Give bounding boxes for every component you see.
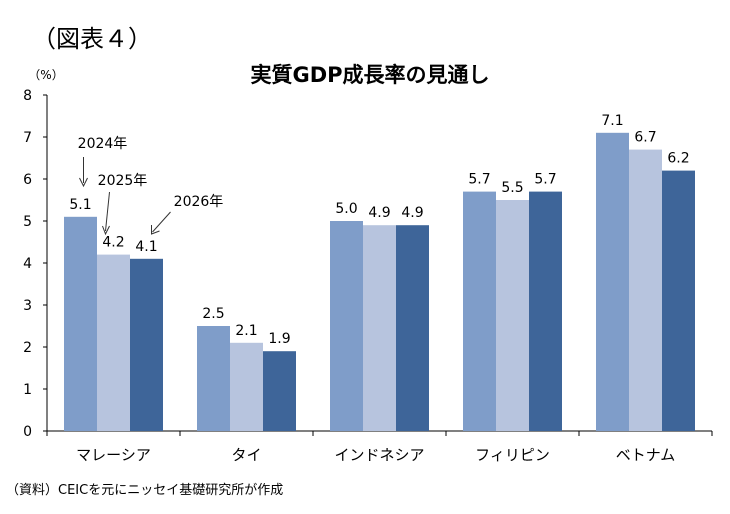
y-tick-label: 0	[23, 424, 32, 440]
bar-value-label: 7.1	[601, 113, 623, 129]
x-tick-label: ベトナム	[616, 446, 676, 464]
legend-arrowhead-series-3	[151, 225, 160, 235]
bar-value-label: 6.7	[634, 130, 656, 146]
bar-value-label: 5.1	[69, 197, 91, 213]
y-tick-label: 5	[23, 214, 32, 230]
y-tick-label: 1	[23, 382, 32, 398]
legend-label-series-3: 2026年	[174, 194, 224, 210]
bar	[629, 149, 662, 431]
x-tick-label: インドネシア	[334, 446, 424, 464]
y-axis-unit: （%）	[28, 68, 63, 82]
bar	[263, 351, 296, 431]
bar-value-label: 5.7	[468, 172, 490, 188]
bar-value-label: 4.9	[401, 205, 423, 221]
bar	[662, 170, 695, 431]
y-tick-label: 4	[23, 256, 32, 272]
bar-value-label: 4.9	[368, 205, 390, 221]
y-tick-label: 6	[23, 172, 32, 188]
bar	[230, 342, 263, 431]
bar	[64, 216, 97, 431]
x-tick-label: タイ	[231, 446, 261, 464]
bar-value-label: 1.9	[268, 331, 290, 347]
bar	[529, 191, 562, 431]
bar	[596, 132, 629, 432]
y-tick-label: 3	[23, 298, 32, 314]
y-tick-label: 7	[23, 130, 32, 146]
bar-value-label: 2.5	[202, 306, 224, 322]
x-axis-labels: マレーシア タイ インドネシア フィリピン ベトナム	[76, 446, 675, 464]
bar	[496, 200, 529, 431]
bar	[97, 254, 130, 431]
legend-label-series-2: 2025年	[98, 173, 148, 189]
figure-label: （図表４）	[32, 25, 152, 53]
bar-value-label: 2.1	[235, 323, 257, 339]
bar	[463, 191, 496, 431]
legend-arrowhead-series-1	[79, 177, 88, 188]
bar-value-label: 4.2	[102, 235, 124, 251]
bar-value-label: 4.1	[135, 239, 157, 255]
bar	[130, 258, 163, 431]
bar-value-label: 5.0	[335, 201, 357, 217]
bar	[197, 326, 230, 431]
bar	[396, 225, 429, 431]
legend-annotations: 2024年 2025年 2026年	[78, 136, 224, 236]
source-note: （資料）CEICを元にニッセイ基礎研究所が作成	[6, 483, 283, 498]
bar-group	[64, 132, 695, 432]
bar-value-label: 5.7	[534, 172, 556, 188]
y-tick-label: 8	[23, 88, 32, 104]
bar-value-label: 5.5	[501, 180, 523, 196]
chart-title: 実質GDP成長率の見通し	[250, 63, 489, 87]
bar	[330, 221, 363, 431]
bar	[363, 225, 396, 431]
bar-value-label: 6.2	[667, 151, 689, 167]
legend-arrow-series-3	[152, 211, 171, 233]
x-tick-label: マレーシア	[76, 446, 151, 464]
value-labels: 5.1 4.2 4.1 2.5 2.1 1.9 5.0 4.9 4.9 5.7 5.5 5.7 7.1 6…	[69, 113, 689, 347]
x-tick-label: フィリピン	[475, 446, 550, 464]
y-tick-label: 2	[23, 340, 32, 356]
legend-arrowhead-series-2	[102, 225, 110, 236]
legend-arrow-series-2	[105, 191, 110, 232]
legend-label-series-1: 2024年	[78, 136, 128, 152]
